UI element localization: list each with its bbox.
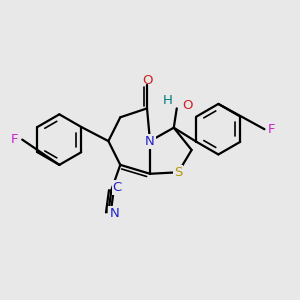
Text: O: O xyxy=(142,74,152,87)
Text: F: F xyxy=(11,133,19,146)
Text: O: O xyxy=(182,99,192,112)
Text: F: F xyxy=(268,123,276,136)
Text: N: N xyxy=(145,135,155,148)
Text: S: S xyxy=(174,166,182,179)
Text: N: N xyxy=(110,207,119,220)
Text: C: C xyxy=(113,181,122,194)
Text: H: H xyxy=(163,94,173,107)
